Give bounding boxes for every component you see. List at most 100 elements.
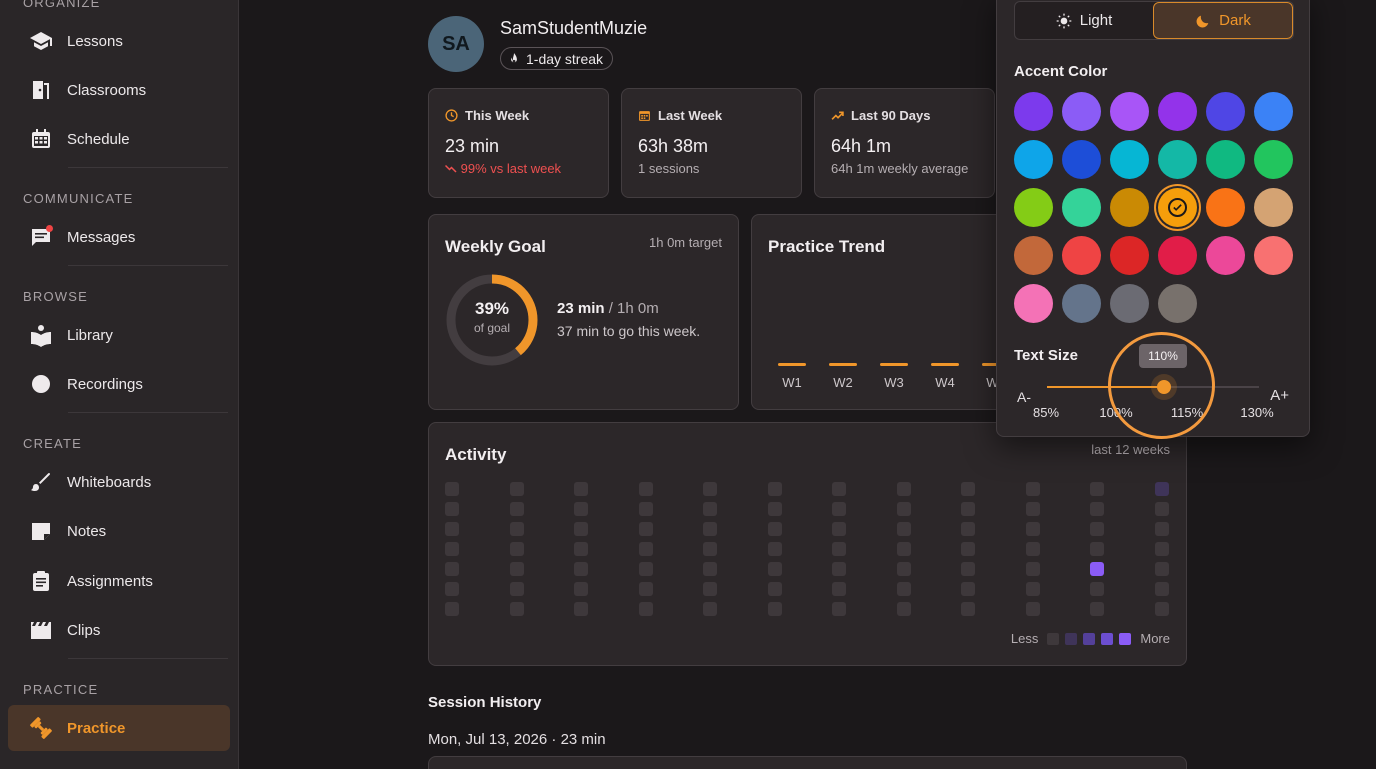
- heatmap-cell: [1154, 522, 1169, 536]
- heatmap-cell: [445, 502, 459, 516]
- clipboard-icon: [28, 568, 54, 594]
- section-title-communicate: COMMUNICATE: [23, 191, 134, 206]
- accent-swatch[interactable]: [1014, 188, 1053, 227]
- goal-percent: 39%: [474, 299, 510, 318]
- sidebar-item-schedule[interactable]: Schedule: [8, 116, 230, 162]
- sidebar-item-assignments[interactable]: Assignments: [8, 558, 230, 604]
- accent-swatch[interactable]: [1110, 188, 1149, 227]
- heatmap-cell: [1025, 562, 1040, 576]
- sidebar-item-label: Schedule: [67, 130, 130, 148]
- stat-card-last-week: Last Week 63h 38m 1 sessions: [621, 88, 802, 198]
- accent-swatch[interactable]: [1062, 140, 1101, 179]
- accent-swatch[interactable]: [1014, 92, 1053, 131]
- heatmap-cell: [638, 502, 653, 516]
- slider-fill: [1047, 386, 1164, 388]
- goal-current: 23 min: [557, 300, 605, 317]
- legend-less: Less: [1010, 631, 1039, 646]
- accent-swatch[interactable]: [1014, 236, 1053, 275]
- heatmap-cell: [1154, 582, 1169, 596]
- trend-up-icon: [831, 109, 844, 122]
- accent-swatch[interactable]: [1158, 284, 1197, 323]
- section-title-organize: ORGANIZE: [23, 0, 101, 10]
- heatmap-cell: [961, 502, 975, 516]
- sidebar-item-whiteboards[interactable]: Whiteboards: [8, 459, 230, 505]
- sidebar-item-clips[interactable]: Clips: [8, 607, 230, 653]
- heatmap-cell: [832, 562, 846, 576]
- accent-swatch[interactable]: [1254, 140, 1293, 179]
- heatmap-cell: [1090, 482, 1104, 496]
- heatmap-cell: [832, 542, 846, 556]
- heatmap-cell: [1090, 522, 1104, 536]
- section-title-create: CREATE: [23, 436, 82, 451]
- streak-badge: 1-day streak: [500, 47, 614, 70]
- session-row[interactable]: [428, 756, 1187, 769]
- sidebar-item-label: Assignments: [67, 572, 153, 590]
- heatmap-cell: [896, 602, 911, 616]
- accent-swatch[interactable]: [1062, 284, 1101, 323]
- text-size-decrease-button[interactable]: A-: [1017, 389, 1031, 405]
- accent-swatch[interactable]: [1110, 284, 1149, 323]
- sidebar-item-next[interactable]: [8, 758, 230, 769]
- accent-swatch[interactable]: [1158, 236, 1197, 275]
- sidebar-item-notes[interactable]: Notes: [8, 508, 230, 554]
- heatmap-cell: [638, 582, 653, 596]
- stat-value: 63h 38m: [638, 136, 709, 156]
- sidebar-item-library[interactable]: Library: [8, 312, 230, 358]
- heatmap-cell: [574, 562, 588, 576]
- theme-dark-button[interactable]: Dark: [1153, 2, 1293, 39]
- theme-light-button[interactable]: Light: [1015, 2, 1153, 39]
- accent-swatch[interactable]: [1014, 140, 1053, 179]
- accent-swatch[interactable]: [1110, 140, 1149, 179]
- legend-swatch: [1065, 632, 1078, 645]
- legend-more: More: [1140, 631, 1170, 646]
- accent-swatch[interactable]: [1254, 92, 1293, 131]
- accent-swatch[interactable]: [1110, 236, 1149, 275]
- goal-progress-text: 23 min / 1h 0m: [557, 300, 659, 317]
- accent-swatch[interactable]: [1206, 188, 1245, 227]
- appearance-panel: Light Dark Accent Color Text Size A- A+ …: [996, 0, 1310, 437]
- accent-swatch[interactable]: [1110, 92, 1149, 131]
- sidebar-item-practice[interactable]: Practice: [8, 705, 230, 751]
- accent-swatch[interactable]: [1206, 236, 1245, 275]
- divider: [68, 167, 228, 168]
- stat-label-text: Last 90 Days: [851, 108, 931, 123]
- heatmap-cell: [1025, 522, 1040, 536]
- accent-swatch[interactable]: [1014, 284, 1053, 323]
- accent-swatch[interactable]: [1254, 188, 1293, 227]
- accent-swatch[interactable]: [1206, 140, 1245, 179]
- sidebar-item-messages[interactable]: Messages: [8, 214, 230, 260]
- heatmap-cell: [1154, 542, 1169, 556]
- text-size-increase-button[interactable]: A+: [1270, 387, 1289, 404]
- sidebar-item-recordings[interactable]: Recordings: [8, 361, 230, 407]
- accent-swatch[interactable]: [1158, 188, 1197, 227]
- accent-swatch[interactable]: [1254, 236, 1293, 275]
- legend-swatches: [1044, 632, 1134, 645]
- heatmap-cell: [445, 582, 459, 596]
- heatmap-cell: [509, 562, 524, 576]
- heatmap-cell: [574, 602, 588, 616]
- heatmap-cell: [638, 522, 653, 536]
- heatmap-cell: [703, 562, 717, 576]
- legend-swatch: [1119, 632, 1132, 645]
- accent-swatch[interactable]: [1206, 92, 1245, 131]
- sidebar-item-label: Library: [67, 326, 113, 344]
- heatmap-cell: [574, 542, 588, 556]
- sidebar-item-lessons[interactable]: Lessons: [8, 18, 230, 64]
- accent-swatch[interactable]: [1062, 92, 1101, 131]
- heatmap-cell: [574, 522, 588, 536]
- heatmap-cell: [896, 542, 911, 556]
- heatmap-cell: [896, 582, 911, 596]
- note-icon: [28, 518, 54, 544]
- heatmap-cell: [1154, 602, 1169, 616]
- accent-swatch[interactable]: [1158, 140, 1197, 179]
- heatmap-legend: Less More: [1011, 631, 1170, 646]
- accent-swatch[interactable]: [1062, 188, 1101, 227]
- theme-light-label: Light: [1079, 12, 1113, 29]
- trend-week-label: W1: [782, 375, 802, 390]
- door-icon: [28, 77, 54, 103]
- accent-swatch[interactable]: [1062, 236, 1101, 275]
- accent-swatch[interactable]: [1158, 92, 1197, 131]
- sidebar-item-classrooms[interactable]: Classrooms: [8, 67, 230, 113]
- streak-label: 1-day streak: [526, 50, 604, 67]
- book-reader-icon: [28, 322, 54, 348]
